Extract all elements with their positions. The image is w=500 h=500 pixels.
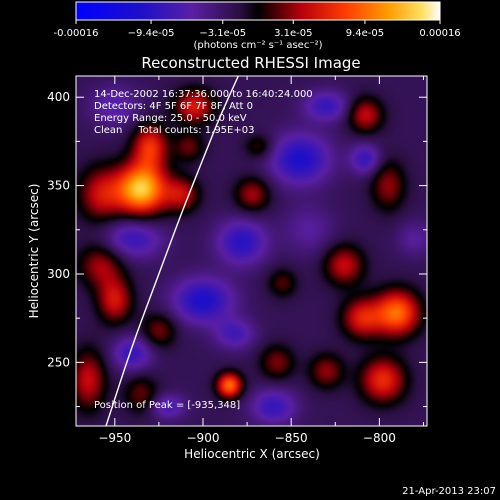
solar-limb-curve: [105, 76, 239, 426]
x-axis-ticks: −950 −900 −850 −800: [98, 76, 424, 445]
detectors-annotation: Detectors: 4F 5F 6F 7F 8F, Att 0: [94, 101, 253, 112]
peak-position-annotation: Position of Peak = [-935,348]: [94, 400, 240, 411]
colorbar-tick-label: 9.4e-05: [346, 28, 384, 39]
y-axis-label: Heliocentric Y (arcsec): [27, 184, 41, 319]
colorbar-tick-label: 0.00016: [419, 28, 460, 39]
timestamp: 21-Apr-2013 23:07: [402, 486, 496, 497]
chart-title: Reconstructed RHESSI Image: [141, 54, 360, 72]
y-tick-label: 250: [47, 355, 70, 369]
colorbar: [75, 1, 441, 21]
y-tick-label: 300: [47, 267, 70, 281]
x-axis-label: Heliocentric X (arcsec): [184, 447, 320, 461]
y-tick-label: 400: [47, 90, 70, 104]
x-tick-label: −800: [363, 431, 396, 445]
x-tick-label: −950: [98, 431, 131, 445]
clean-counts-annotation: Clean Total counts: 1.95E+03: [94, 125, 254, 136]
colorbar-tick-label: -0.00016: [54, 28, 99, 39]
x-tick-label: −900: [187, 431, 220, 445]
x-tick-label: −850: [275, 431, 308, 445]
colorbar-ticks: -0.00016 −9.4e-05 −3.1e-05 3.1e-05 9.4e-05 0.…: [54, 20, 461, 39]
colorbar-tick-label: −9.4e-05: [128, 28, 175, 39]
y-tick-label: 350: [47, 179, 70, 193]
y-axis-ticks: 250 300 350 400: [47, 90, 427, 408]
heatmap-image: [76, 76, 427, 426]
colorbar-unit-label: (photons cm⁻² s⁻¹ asec⁻²): [193, 40, 322, 51]
colorbar-tick-label: −3.1e-05: [199, 28, 246, 39]
plot-frame: [75, 75, 428, 427]
colorbar-tick-label: 3.1e-05: [274, 28, 312, 39]
energy-range-annotation: Energy Range: 25.0 - 50.0 keV: [94, 113, 247, 124]
time-range-annotation: 14-Dec-2002 16:37:36.000 to 16:40:24.000: [94, 89, 313, 100]
